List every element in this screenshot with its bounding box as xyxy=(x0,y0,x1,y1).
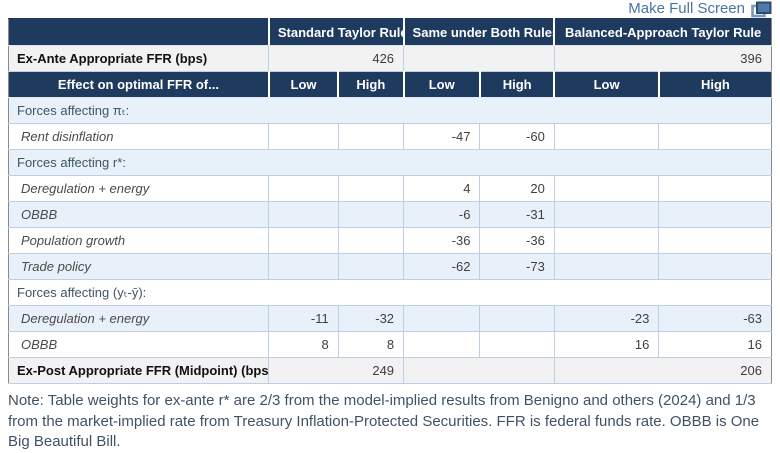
value-cell xyxy=(337,201,405,228)
row-label: Deregulation + energy xyxy=(7,175,270,202)
ex-post-same-value xyxy=(403,357,555,384)
col-header-low: Low xyxy=(402,71,481,98)
value-cell xyxy=(268,201,339,228)
value-cell xyxy=(268,175,339,202)
table-row: OBBB -6 -31 xyxy=(7,201,772,228)
ex-ante-standard-value: 426 xyxy=(268,45,405,72)
value-cell xyxy=(268,227,339,254)
value-cell: -6 xyxy=(403,201,481,228)
ex-post-balanced-value: 206 xyxy=(553,357,773,384)
col-header-high: High xyxy=(337,71,405,98)
value-cell xyxy=(479,331,555,358)
table-row: Trade policy -62 -73 xyxy=(7,253,772,280)
ex-ante-balanced-value: 396 xyxy=(553,45,773,72)
col-header-standard-taylor: Standard Taylor Rule xyxy=(267,18,405,46)
section-header-row: Forces affecting πₜ: xyxy=(8,97,772,124)
col-header-low: Low xyxy=(553,71,660,98)
col-header-balanced-approach: Balanced-Approach Taylor Rule xyxy=(553,18,773,46)
ex-ante-same-value xyxy=(403,45,555,72)
value-cell: -11 xyxy=(268,305,339,332)
section-header-row: Forces affecting (yₜ-ȳ): xyxy=(8,279,772,306)
value-cell: 8 xyxy=(337,331,405,358)
value-cell xyxy=(658,123,772,150)
value-cell xyxy=(337,227,405,254)
table-footer-rows: Ex-Post Appropriate FFR (Midpoint) (bps)… xyxy=(7,357,773,384)
row-label: Population growth xyxy=(7,227,270,254)
value-cell: -63 xyxy=(658,305,772,332)
table-row: Deregulation + energy 4 20 xyxy=(7,175,772,202)
value-cell xyxy=(658,227,772,254)
table-body: Forces affecting πₜ: Rent disinflation -… xyxy=(7,97,772,358)
col-header-high: High xyxy=(478,71,555,98)
value-cell xyxy=(268,123,339,150)
section-header-row: Forces affecting r*: xyxy=(8,149,772,176)
col-header-high: High xyxy=(657,71,772,98)
value-cell xyxy=(553,227,660,254)
value-cell xyxy=(403,305,481,332)
row-label: Rent disinflation xyxy=(7,123,270,150)
value-cell: 16 xyxy=(658,331,772,358)
make-fullscreen-link[interactable]: Make Full Screen xyxy=(628,0,745,17)
value-cell xyxy=(337,123,405,150)
value-cell: -73 xyxy=(479,253,555,280)
table-row: OBBB 8 8 16 16 xyxy=(7,331,772,358)
corner-cell xyxy=(7,18,270,46)
value-cell: -36 xyxy=(479,227,555,254)
toolbar: Make Full Screen xyxy=(8,0,772,18)
ex-post-label: Ex-Post Appropriate FFR (Midpoint) (bps) xyxy=(7,357,270,384)
value-cell: -62 xyxy=(403,253,481,280)
value-cell: -23 xyxy=(553,305,660,332)
ex-post-ffr-row: Ex-Post Appropriate FFR (Midpoint) (bps)… xyxy=(7,357,773,384)
value-cell xyxy=(658,201,772,228)
value-cell xyxy=(658,253,772,280)
table-row: Population growth -36 -36 xyxy=(7,227,772,254)
section-label: Forces affecting (yₜ-ȳ): xyxy=(8,279,772,306)
value-cell xyxy=(658,175,772,202)
section-label: Forces affecting πₜ: xyxy=(8,97,772,124)
row-label: Trade policy xyxy=(7,253,270,280)
value-cell: 20 xyxy=(479,175,555,202)
effect-header-row: Effect on optimal FFR of... Low High Low… xyxy=(7,71,772,98)
ex-ante-label: Ex-Ante Appropriate FFR (bps) xyxy=(7,45,270,72)
row-label: Deregulation + energy xyxy=(7,305,270,332)
table-note: Note: Table weights for ex-ante r* are 2… xyxy=(8,392,760,451)
section-label: Forces affecting r*: xyxy=(8,149,772,176)
table-row: Rent disinflation -47 -60 xyxy=(7,123,772,150)
table-header-rows: Standard Taylor Rule Same under Both Rul… xyxy=(7,18,773,98)
value-cell: -47 xyxy=(403,123,481,150)
value-cell: 16 xyxy=(553,331,660,358)
value-cell xyxy=(403,331,481,358)
value-cell xyxy=(268,253,339,280)
column-group-header-row: Standard Taylor Rule Same under Both Rul… xyxy=(7,18,773,46)
value-cell: 4 xyxy=(403,175,481,202)
value-cell: -60 xyxy=(479,123,555,150)
value-cell: -32 xyxy=(337,305,405,332)
value-cell: -36 xyxy=(403,227,481,254)
value-cell xyxy=(553,175,660,202)
value-cell: 8 xyxy=(268,331,339,358)
col-header-same-both-rules: Same under Both Rules xyxy=(402,18,555,46)
col-header-low: Low xyxy=(267,71,339,98)
value-cell: -31 xyxy=(479,201,555,228)
value-cell xyxy=(337,253,405,280)
effect-header-label: Effect on optimal FFR of... xyxy=(7,71,270,98)
ex-ante-ffr-row: Ex-Ante Appropriate FFR (bps) 426 396 xyxy=(7,45,773,72)
ex-post-standard-value: 249 xyxy=(268,357,405,384)
taylor-rule-table: Standard Taylor Rule Same under Both Rul… xyxy=(7,18,773,384)
row-label: OBBB xyxy=(7,201,270,228)
fullscreen-icon[interactable] xyxy=(751,1,772,18)
value-cell xyxy=(553,123,660,150)
value-cell xyxy=(479,305,555,332)
value-cell xyxy=(553,253,660,280)
value-cell xyxy=(553,201,660,228)
table-row: Deregulation + energy -11 -32 -23 -63 xyxy=(7,305,772,332)
value-cell xyxy=(337,175,405,202)
row-label: OBBB xyxy=(7,331,270,358)
